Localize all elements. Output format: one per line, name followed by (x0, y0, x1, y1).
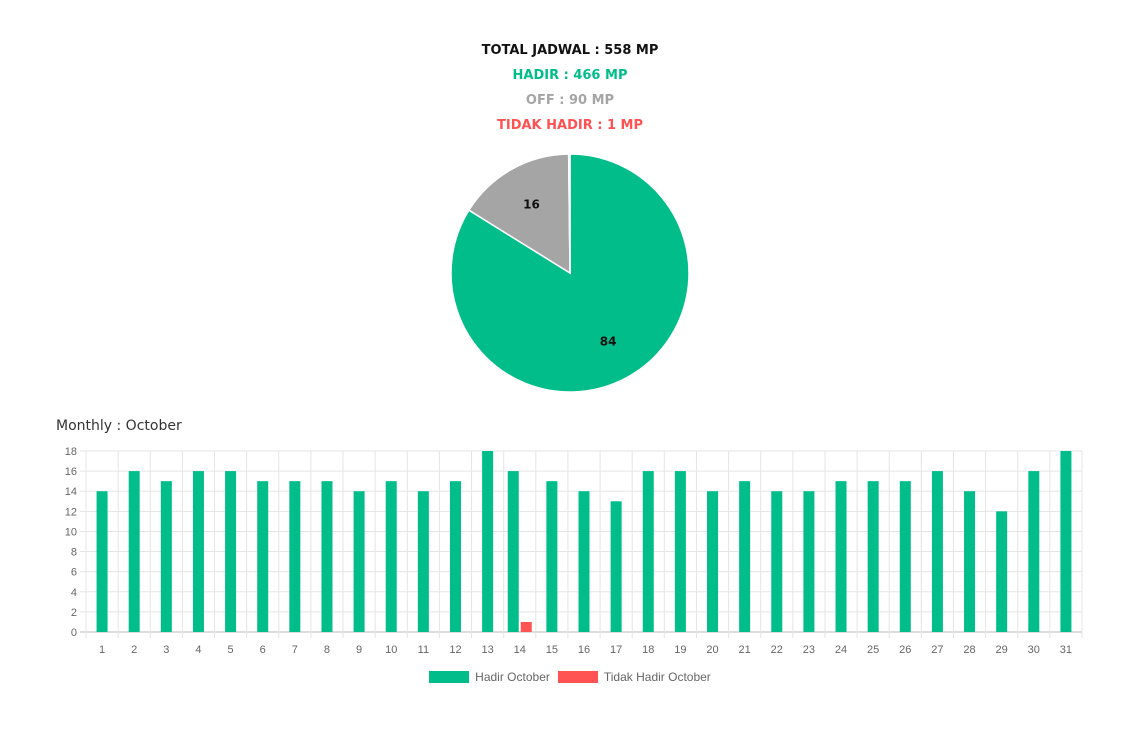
pie-slice-off[interactable] (467, 153, 571, 275)
monthly-chart-title: Monthly : October (56, 418, 182, 434)
x-tick-label: 17 (610, 644, 622, 656)
legend-item-tidak-hadir[interactable]: Tidak Hadir October (557, 670, 711, 684)
y-tick-label: 4 (71, 587, 77, 599)
bar-hadir-october-day-7[interactable] (289, 481, 301, 632)
bar-hadir-october-day-8[interactable] (321, 481, 333, 632)
pie-slice-tidak-hadir[interactable] (567, 153, 571, 274)
bar-hadir-october-day-19[interactable] (674, 471, 686, 632)
bar-hadir-october-day-1[interactable] (96, 491, 108, 632)
y-tick-label: 12 (65, 506, 77, 518)
x-tick-label: 29 (996, 644, 1008, 656)
bar-hadir-october-day-28[interactable] (964, 491, 976, 632)
y-tick-label: 8 (71, 547, 77, 559)
bar-hadir-october-day-13[interactable] (482, 451, 494, 632)
bar-hadir-october-day-23[interactable] (803, 491, 815, 632)
legend-swatch-hadir (429, 671, 470, 683)
bar-hadir-october-day-18[interactable] (642, 471, 654, 632)
x-tick-label: 9 (356, 644, 362, 656)
pie-data-label: 16 (523, 198, 540, 212)
x-tick-label: 16 (578, 644, 590, 656)
x-tick-label: 11 (418, 644, 429, 656)
total-schedule-label: TOTAL JADWAL : 558 MP (481, 43, 659, 58)
x-tick-label: 20 (706, 644, 718, 656)
present-count-label: HADIR : 466 MP (512, 68, 628, 83)
x-tick-label: 10 (385, 644, 397, 656)
y-tick-label: 6 (71, 567, 77, 579)
bar-hadir-october-day-26[interactable] (899, 481, 911, 632)
x-tick-label: 25 (867, 644, 879, 656)
bar-hadir-october-day-11[interactable] (417, 491, 429, 632)
x-tick-label: 18 (642, 644, 654, 656)
bar-hadir-october-day-3[interactable] (160, 481, 172, 632)
bar-hadir-october-day-9[interactable] (353, 491, 365, 632)
x-tick-label: 24 (835, 644, 847, 656)
x-tick-label: 1 (99, 644, 105, 656)
bar-hadir-october-day-27[interactable] (931, 471, 943, 632)
legend-label-tidak-hadir: Tidak Hadir October (603, 670, 711, 684)
bar-hadir-october-day-2[interactable] (128, 471, 140, 632)
bar-hadir-october-day-24[interactable] (835, 481, 847, 632)
off-count-label: OFF : 90 MP (525, 93, 615, 108)
x-tick-label: 6 (260, 644, 266, 656)
x-tick-label: 2 (131, 644, 137, 656)
x-tick-label: 28 (963, 644, 975, 656)
legend-item-hadir[interactable]: Hadir October (429, 670, 550, 684)
absent-count-label: TIDAK HADIR : 1 MP (496, 118, 644, 133)
bar-tidak-hadir-october-day-14[interactable] (520, 621, 532, 632)
x-tick-label: 23 (803, 644, 815, 656)
bar-hadir-october-day-5[interactable] (225, 471, 237, 632)
legend-swatch-tidak-hadir (557, 671, 598, 683)
bar-hadir-october-day-15[interactable] (546, 481, 558, 632)
y-tick-label: 16 (65, 466, 77, 478)
x-tick-label: 5 (228, 644, 234, 656)
bar-chart-legend: Hadir October Tidak Hadir October (0, 670, 1140, 684)
x-tick-label: 4 (195, 644, 201, 656)
y-tick-label: 10 (65, 526, 77, 538)
bar-hadir-october-day-16[interactable] (578, 491, 590, 632)
bar-hadir-october-day-25[interactable] (867, 481, 879, 632)
bar-hadir-october-day-10[interactable] (385, 481, 397, 632)
y-tick-label: 18 (65, 446, 77, 458)
x-tick-label: 21 (739, 644, 751, 656)
bar-hadir-october-day-20[interactable] (707, 491, 719, 632)
attendance-pie-chart: 84 16 (450, 153, 690, 393)
x-tick-label: 31 (1060, 644, 1072, 656)
legend-label-hadir: Hadir October (475, 670, 550, 684)
x-tick-label: 15 (546, 644, 558, 656)
pie-data-label: 84 (600, 335, 617, 349)
bar-hadir-october-day-6[interactable] (257, 481, 269, 632)
x-tick-label: 27 (931, 644, 943, 656)
x-tick-label: 12 (449, 644, 461, 656)
bar-hadir-october-day-12[interactable] (449, 481, 461, 632)
x-tick-label: 14 (514, 644, 526, 656)
x-tick-label: 22 (771, 644, 783, 656)
bar-hadir-october-day-31[interactable] (1060, 451, 1072, 632)
bar-hadir-october-day-17[interactable] (610, 501, 622, 632)
y-tick-label: 2 (71, 607, 77, 619)
bar-hadir-october-day-4[interactable] (192, 471, 204, 632)
x-tick-label: 13 (481, 644, 493, 656)
y-tick-label: 14 (65, 486, 77, 498)
bar-hadir-october-day-22[interactable] (771, 491, 783, 632)
bar-hadir-october-day-21[interactable] (739, 481, 751, 632)
x-tick-label: 3 (163, 644, 169, 656)
x-tick-label: 30 (1028, 644, 1040, 656)
x-tick-label: 8 (324, 644, 330, 656)
x-tick-label: 7 (292, 644, 298, 656)
x-tick-label: 26 (899, 644, 911, 656)
y-tick-label: 0 (71, 627, 77, 639)
bar-hadir-october-day-14[interactable] (507, 471, 519, 632)
bar-hadir-october-day-30[interactable] (1028, 471, 1040, 632)
bar-hadir-october-day-29[interactable] (996, 511, 1008, 632)
x-tick-label: 19 (674, 644, 686, 656)
